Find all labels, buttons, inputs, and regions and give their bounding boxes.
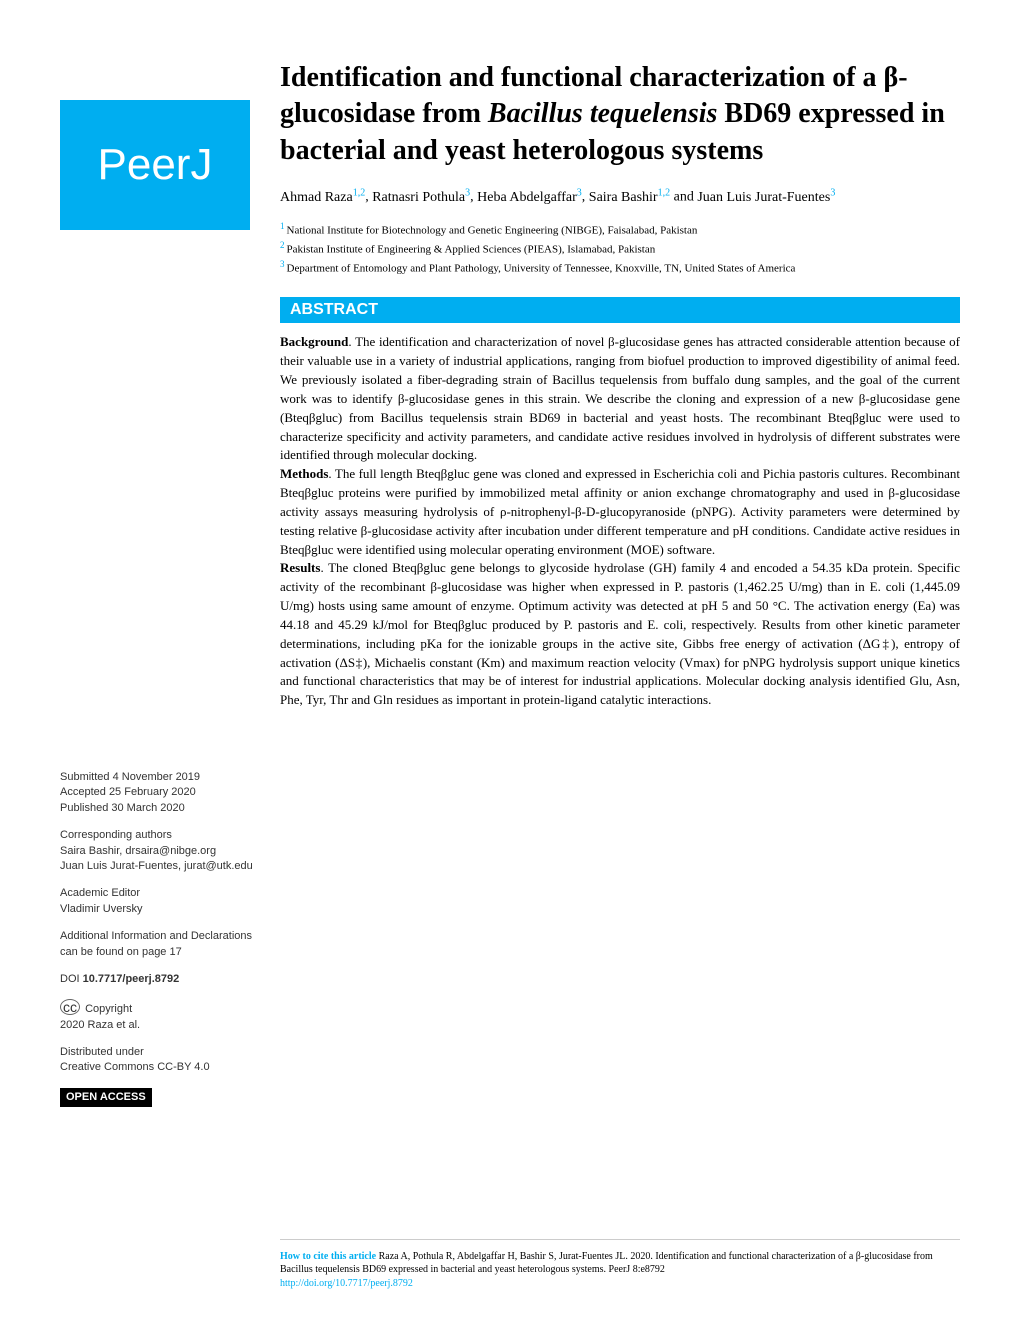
cc-icon: cc <box>60 999 80 1015</box>
affiliations: 1National Institute for Biotechnology an… <box>280 220 960 277</box>
editor-block: Academic Editor Vladimir Uversky <box>60 886 255 917</box>
author: Juan Luis Jurat-Fuentes3 <box>697 190 835 205</box>
title-italic: Bacillus tequelensis <box>488 98 717 129</box>
results-text: . The cloned Bteqβgluc gene belongs to g… <box>280 560 960 707</box>
affiliation: 1National Institute for Biotechnology an… <box>280 220 960 239</box>
author: Saira Bashir1,2 <box>589 190 670 205</box>
author-list: Ahmad Raza1,2, Ratnasri Pothula3, Heba A… <box>280 185 960 208</box>
additional-info-block: Additional Information and Declarations … <box>60 929 255 960</box>
methods-text: . The full length Bteqβgluc gene was clo… <box>280 466 960 556</box>
abstract-text: Background. The identification and chara… <box>280 333 960 710</box>
article-title: Identification and functional characteri… <box>280 60 960 169</box>
cite-label: How to cite this article <box>280 1251 376 1262</box>
author: Heba Abdelgaffar3 <box>477 190 582 205</box>
license-block: Distributed under Creative Commons CC-BY… <box>60 1045 255 1076</box>
author: Ratnasri Pothula3 <box>372 190 470 205</box>
logo-text: PeerJ <box>98 140 213 190</box>
results-label: Results <box>280 560 320 575</box>
citation-footer: How to cite this article Raza A, Pothula… <box>280 1239 960 1291</box>
article-metadata-sidebar: Submitted 4 November 2019 Accepted 25 Fe… <box>60 770 255 1119</box>
affiliation: 2Pakistan Institute of Engineering & App… <box>280 239 960 258</box>
article-body: Identification and functional characteri… <box>280 60 960 710</box>
background-text: . The identification and characterizatio… <box>280 334 960 462</box>
abstract-heading: ABSTRACT <box>280 297 960 323</box>
cite-text: Raza A, Pothula R, Abdelgaffar H, Bashir… <box>280 1251 933 1276</box>
open-access-block: OPEN ACCESS <box>60 1088 255 1107</box>
doi-block: DOI 10.7717/peerj.8792 <box>60 972 255 987</box>
author: Ahmad Raza1,2 <box>280 190 365 205</box>
open-access-badge: OPEN ACCESS <box>60 1088 152 1107</box>
methods-label: Methods <box>280 466 328 481</box>
dates-block: Submitted 4 November 2019 Accepted 25 Fe… <box>60 770 255 816</box>
corresponding-block: Corresponding authors Saira Bashir, drsa… <box>60 828 255 874</box>
affiliation: 3Department of Entomology and Plant Path… <box>280 258 960 277</box>
copyright-block: cc Copyright 2020 Raza et al. <box>60 999 255 1033</box>
doi-link[interactable]: 10.7717/peerj.8792 <box>83 973 180 985</box>
background-label: Background <box>280 334 348 349</box>
journal-logo: PeerJ <box>60 100 250 230</box>
doi-url-link[interactable]: http://doi.org/10.7717/peerj.8792 <box>280 1278 413 1289</box>
